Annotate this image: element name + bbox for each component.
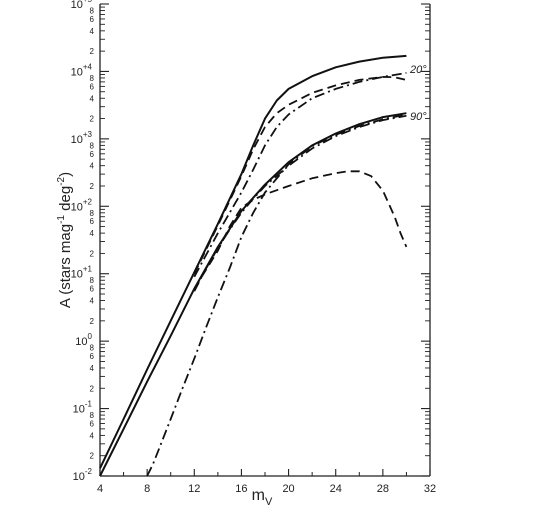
y-axis-title-part2: deg bbox=[57, 186, 74, 215]
series-line-6-dashdot bbox=[193, 114, 407, 292]
y-decade-exponent: +5 bbox=[83, 0, 93, 4]
y-minor-label: 2 bbox=[90, 249, 95, 258]
y-decade-exponent: -2 bbox=[85, 467, 93, 476]
y-minor-label: 2 bbox=[90, 115, 95, 124]
x-tick-label-4: 20 bbox=[282, 483, 294, 495]
y-decade-label-1: 10-1 bbox=[73, 400, 93, 416]
y-minor-label: 4 bbox=[90, 297, 95, 306]
y-decade-base: 10 bbox=[75, 336, 87, 348]
axis-ticks bbox=[99, 3, 431, 477]
x-tick-label-2: 12 bbox=[188, 483, 200, 495]
y-decade-base: 10 bbox=[71, 134, 83, 146]
y-decade-base: 10 bbox=[71, 269, 83, 281]
annotation-0: 20° bbox=[409, 64, 427, 76]
x-tick-label-6: 28 bbox=[377, 483, 389, 495]
y-minor-label: 4 bbox=[90, 364, 95, 373]
plot-frame bbox=[99, 4, 431, 477]
x-tick-label-1: 8 bbox=[144, 483, 150, 495]
y-decade-base: 10 bbox=[73, 471, 85, 483]
y-minor-label: 6 bbox=[90, 150, 95, 159]
y-decade-base: 10 bbox=[71, 0, 83, 11]
series-line-4-dashed bbox=[193, 170, 408, 290]
y-minor-label: 4 bbox=[90, 162, 95, 171]
y-decade-exponent: +4 bbox=[83, 62, 93, 71]
y-decade-label-2: 100 bbox=[75, 332, 92, 348]
y-axis-title-part3: ) bbox=[57, 172, 74, 177]
series-line-1-dashed bbox=[193, 76, 407, 275]
x-tick-label-0: 4 bbox=[97, 483, 103, 495]
y-minor-label: 8 bbox=[90, 74, 95, 83]
y-decade-label-4: 10+2 bbox=[71, 197, 93, 213]
y-decade-base: 10 bbox=[73, 404, 85, 416]
series-line-5-dashdot bbox=[146, 113, 407, 477]
y-decade-label-0: 10-2 bbox=[73, 467, 93, 483]
y-minor-label: 8 bbox=[90, 141, 95, 150]
y-minor-label: 6 bbox=[90, 285, 95, 294]
y-minor-label: 2 bbox=[90, 317, 95, 326]
data-series bbox=[99, 54, 408, 477]
y-minor-label: 4 bbox=[90, 229, 95, 238]
y-decade-label-3: 10+1 bbox=[71, 265, 93, 281]
y-minor-label: 2 bbox=[90, 384, 95, 393]
series-line-0-solid bbox=[99, 54, 407, 469]
y-minor-label: 6 bbox=[90, 82, 95, 91]
y-decade-exponent: +2 bbox=[83, 197, 93, 206]
y-axis-title-exp2: -2 bbox=[56, 176, 67, 185]
y-minor-label: 2 bbox=[90, 182, 95, 191]
y-decade-exponent: 0 bbox=[88, 332, 93, 341]
annotation-1: 90° bbox=[410, 111, 427, 123]
y-minor-label: 4 bbox=[90, 94, 95, 103]
y-minor-label: 8 bbox=[90, 209, 95, 218]
y-minor-label: 6 bbox=[90, 352, 95, 361]
y-minor-label: 8 bbox=[90, 7, 95, 16]
y-decade-exponent: +1 bbox=[83, 265, 93, 274]
y-minor-label: 2 bbox=[90, 47, 95, 56]
y-decade-label-5: 10+3 bbox=[71, 130, 93, 146]
series-line-3-solid bbox=[99, 112, 407, 477]
y-minor-label: 2 bbox=[90, 452, 95, 461]
y-minor-label: 4 bbox=[90, 431, 95, 440]
y-minor-label: 8 bbox=[90, 276, 95, 285]
y-axis-title-exp1: -1 bbox=[56, 215, 67, 224]
x-axis-title: mV bbox=[252, 487, 273, 508]
y-axis-title: A (stars mag-1 deg-2) bbox=[56, 172, 74, 308]
y-decade-exponent: -1 bbox=[85, 400, 93, 409]
x-tick-label-3: 16 bbox=[235, 483, 247, 495]
y-minor-label: 8 bbox=[90, 344, 95, 353]
y-decade-label-7: 10+5 bbox=[71, 0, 93, 11]
y-minor-label: 6 bbox=[90, 217, 95, 226]
x-axis-title-sub: V bbox=[265, 496, 273, 508]
tick-labels: 4 8 12 16 20 24 28 3210-2246810-12468100246810+… bbox=[71, 0, 437, 495]
x-tick-label-7: 32 bbox=[424, 483, 436, 495]
y-axis-title-part1: A (stars mag bbox=[57, 224, 74, 308]
y-minor-label: 6 bbox=[90, 420, 95, 429]
y-decade-label-6: 10+4 bbox=[71, 62, 93, 78]
y-minor-label: 8 bbox=[90, 411, 95, 420]
annotations: 20° 90° bbox=[409, 64, 427, 123]
y-decade-base: 10 bbox=[71, 66, 83, 78]
x-tick-label-5: 24 bbox=[330, 483, 342, 495]
y-decade-base: 10 bbox=[71, 201, 83, 213]
y-minor-label: 4 bbox=[90, 27, 95, 36]
y-decade-exponent: +3 bbox=[83, 130, 93, 139]
x-axis-title-main: m bbox=[252, 487, 265, 504]
series-line-2-dashdot bbox=[193, 72, 407, 278]
y-minor-label: 6 bbox=[90, 15, 95, 24]
